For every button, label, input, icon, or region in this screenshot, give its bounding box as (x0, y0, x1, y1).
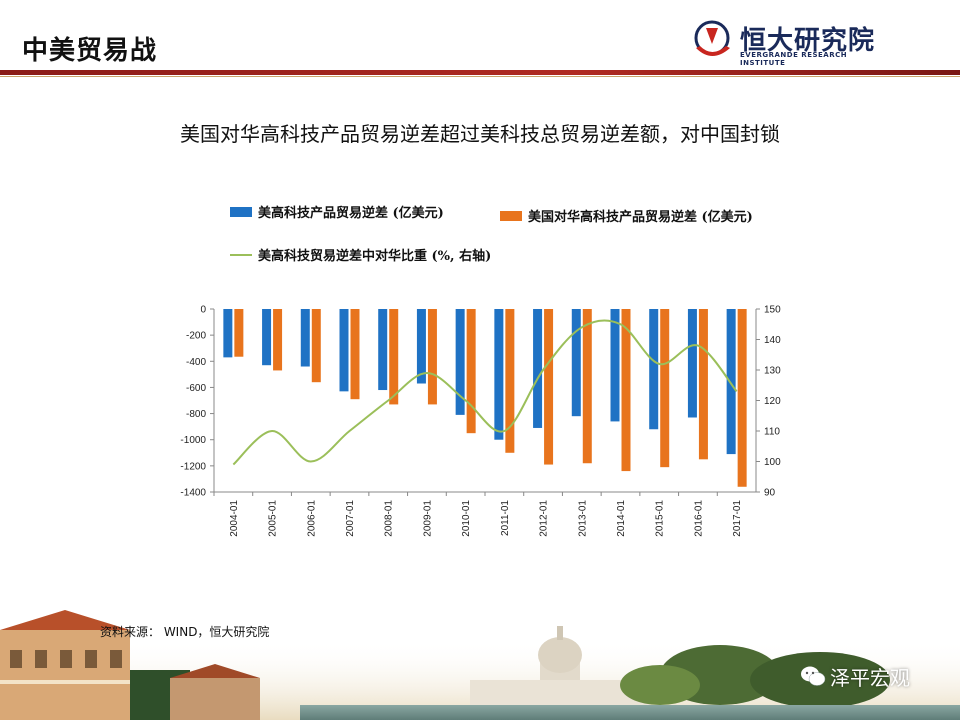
x-tick-label: 2011-01 (500, 500, 511, 536)
x-tick-label: 2005-01 (268, 500, 279, 537)
x-tick-label: 2006-01 (306, 500, 317, 537)
y-right-tick-label: 140 (764, 335, 781, 346)
y-left-tick-label: -800 (186, 409, 206, 420)
x-tick-label: 2009-01 (422, 500, 433, 537)
y-left-tick-label: 0 (200, 305, 206, 316)
y-right-tick-label: 150 (764, 305, 781, 316)
x-tick-label: 2008-01 (384, 500, 395, 537)
bar-us-china-hightech-deficit (466, 309, 476, 434)
bar-us-hightech-deficit (571, 309, 581, 417)
page-title: 中美贸易战 (22, 36, 158, 66)
y-right-tick-label: 130 (764, 366, 781, 377)
bar-us-hightech-deficit (687, 309, 697, 418)
wechat-icon (801, 666, 826, 686)
bar-us-china-hightech-deficit (350, 309, 360, 400)
y-left-tick-label: -1400 (180, 488, 206, 499)
bar-us-hightech-deficit (726, 309, 736, 455)
logo-subtitle: EVERGRANDE RESEARCH INSTITUTE (740, 51, 848, 67)
watermark-text: 泽平宏观 (830, 666, 910, 690)
brand-logo: 恒大研究院 EVERGRANDE RESEARCH INSTITUTE (690, 18, 880, 67)
y-left-tick-label: -1000 (180, 435, 206, 446)
bar-us-hightech-deficit (610, 309, 620, 422)
y-left-tick-label: -600 (186, 383, 206, 394)
y-right-tick-label: 120 (764, 396, 781, 407)
x-tick-label: 2010-01 (461, 500, 472, 537)
bar-us-china-hightech-deficit (273, 309, 283, 371)
chart-heading: 美国对华高科技产品贸易逆差超过美科技总贸易逆差额，对中国封锁 (180, 122, 780, 146)
bar-us-china-hightech-deficit (737, 309, 747, 487)
bar-us-china-hightech-deficit (660, 309, 670, 468)
logo-name: 恒大研究院 (740, 26, 876, 56)
legend-label: 美高科技贸易逆差中对华比重 (%, 右轴) (258, 249, 492, 264)
bar-us-hightech-deficit (223, 309, 233, 358)
bar-us-china-hightech-deficit (389, 309, 399, 405)
bar-us-china-hightech-deficit (311, 309, 321, 383)
bar-us-china-hightech-deficit (621, 309, 631, 472)
legend-swatch-orange (500, 211, 522, 221)
bar-line-chart: 0 -200 -400 -600 -800 -1000 -1200 -1400 150 140 13… (180, 305, 781, 537)
chart-bars (223, 309, 747, 487)
bar-us-hightech-deficit (300, 309, 310, 367)
x-tick-label: 2015-01 (655, 500, 666, 537)
header-divider (0, 70, 960, 75)
bar-us-hightech-deficit (494, 309, 504, 440)
y-left-tick-label: -400 (186, 357, 206, 368)
header-divider-thin (0, 76, 960, 77)
chart-axes: 0 -200 -400 -600 -800 -1000 -1200 -1400 150 140 13… (180, 305, 781, 537)
y-left-tick-label: -200 (186, 331, 206, 342)
line-china-share-series (232, 319, 738, 466)
x-tick-label: 2007-01 (345, 500, 356, 537)
y-right-tick-label: 90 (764, 488, 776, 499)
bar-us-hightech-deficit (455, 309, 465, 415)
source-note: 资料来源： WIND，恒大研究院 (100, 625, 270, 639)
evergrande-logo-icon (694, 20, 730, 56)
x-tick-label: 2016-01 (693, 500, 704, 537)
x-tick-label: 2014-01 (616, 500, 627, 537)
y-right-tick-label: 110 (764, 427, 780, 438)
x-tick-label: 2013-01 (577, 500, 588, 537)
legend-label: 美国对华高科技产品贸易逆差 (亿美元) (528, 210, 753, 225)
mansion-illustration (0, 610, 260, 720)
bar-us-china-hightech-deficit (582, 309, 592, 464)
x-tick-label: 2017-01 (732, 500, 743, 537)
bar-us-hightech-deficit (339, 309, 349, 392)
y-right-tick-label: 100 (764, 457, 781, 468)
bar-us-china-hightech-deficit (234, 309, 244, 357)
bar-us-hightech-deficit (262, 309, 272, 366)
legend-swatch-blue (230, 207, 252, 217)
bar-us-china-hightech-deficit (544, 309, 554, 465)
bar-us-hightech-deficit (649, 309, 659, 430)
legend-label: 美高科技产品贸易逆差 (亿美元) (258, 206, 444, 221)
footer-landscape-illustration (0, 610, 960, 720)
bar-us-china-hightech-deficit (505, 309, 515, 453)
chart-lines (232, 319, 738, 466)
y-left-tick-label: -1200 (180, 461, 206, 472)
bar-us-hightech-deficit (416, 309, 426, 384)
bar-us-hightech-deficit (378, 309, 388, 391)
x-tick-label: 2004-01 (229, 500, 240, 537)
bar-us-china-hightech-deficit (698, 309, 708, 460)
bar-us-china-hightech-deficit (427, 309, 437, 405)
legend-line-green (230, 254, 252, 256)
bar-us-hightech-deficit (533, 309, 543, 428)
x-tick-label: 2012-01 (539, 500, 550, 537)
